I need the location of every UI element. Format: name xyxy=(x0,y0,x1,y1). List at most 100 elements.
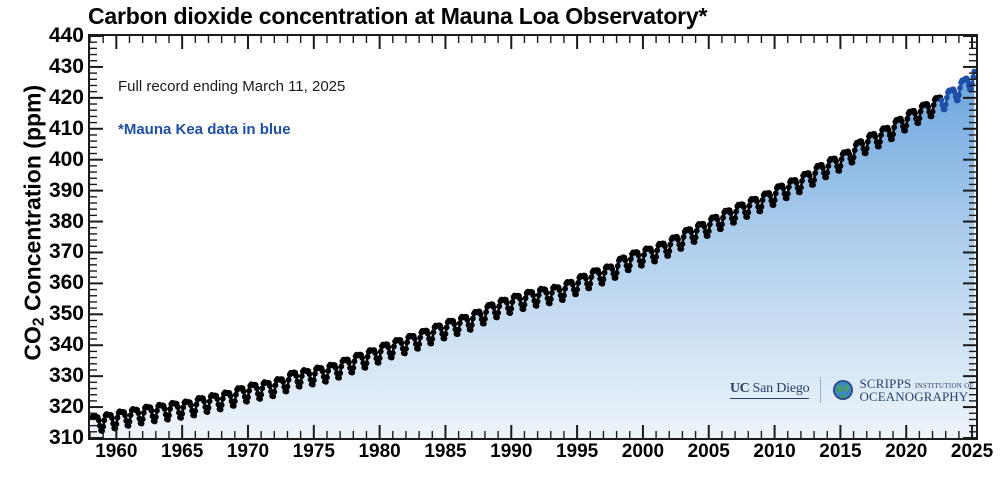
data-point xyxy=(600,276,607,283)
data-point xyxy=(309,381,316,388)
data-point xyxy=(338,363,345,370)
data-point xyxy=(717,226,724,233)
data-point xyxy=(706,221,713,228)
data-point xyxy=(351,358,358,365)
data-point xyxy=(549,289,555,296)
data-point xyxy=(483,309,489,315)
y-tick-label: 330 xyxy=(48,364,84,388)
data-point xyxy=(638,262,645,269)
data-point xyxy=(245,394,251,401)
ucsd-logo: UC San Diego xyxy=(730,381,810,399)
data-point xyxy=(614,262,621,269)
data-point xyxy=(148,407,155,414)
data-point xyxy=(438,325,445,332)
data-point xyxy=(757,208,764,215)
data-point xyxy=(468,322,475,329)
data-point xyxy=(428,340,435,347)
data-point xyxy=(951,88,958,95)
data-point xyxy=(930,101,937,108)
data-point xyxy=(167,406,174,412)
data-point xyxy=(917,108,924,115)
data-point xyxy=(425,330,431,337)
data-point xyxy=(417,334,424,341)
data-point xyxy=(938,97,945,103)
data-point xyxy=(733,208,740,215)
data-point xyxy=(206,398,213,405)
x-tick-label: 1985 xyxy=(424,441,467,462)
data-point xyxy=(546,300,553,307)
data-point xyxy=(535,292,542,298)
data-point xyxy=(641,251,647,258)
data-point xyxy=(929,108,936,115)
data-point xyxy=(530,292,537,299)
data-point xyxy=(798,184,804,191)
data-point xyxy=(956,92,962,99)
data-point xyxy=(495,309,502,316)
data-point xyxy=(732,215,739,222)
data-point xyxy=(569,281,576,288)
data-point xyxy=(849,159,856,166)
data-point xyxy=(596,270,602,277)
data-point xyxy=(451,321,458,327)
data-point xyxy=(364,353,371,360)
data-point xyxy=(464,317,471,323)
data-point xyxy=(640,258,646,265)
data-point xyxy=(635,252,642,259)
data-point xyxy=(520,306,527,313)
data-point xyxy=(259,385,266,392)
data-point xyxy=(758,203,765,210)
data-point xyxy=(332,365,339,371)
data-point xyxy=(968,86,974,93)
plot-area: Full record ending March 11, 2025 *Mauna… xyxy=(88,34,978,440)
data-point xyxy=(811,177,818,183)
data-point xyxy=(678,245,685,252)
data-point xyxy=(796,189,803,196)
data-point xyxy=(824,169,831,176)
data-point xyxy=(284,383,291,390)
data-point xyxy=(114,414,121,421)
data-point xyxy=(902,127,909,134)
data-point xyxy=(323,378,329,385)
y-tick-label: 320 xyxy=(48,395,84,419)
data-point xyxy=(904,115,911,122)
data-point xyxy=(127,412,134,419)
data-point xyxy=(521,301,528,308)
data-point xyxy=(126,418,133,425)
data-point xyxy=(626,262,633,269)
y-tick-label: 310 xyxy=(48,426,84,449)
y-tick-label: 390 xyxy=(48,178,84,202)
data-point xyxy=(180,404,187,411)
data-point xyxy=(253,385,260,392)
data-point xyxy=(583,275,589,282)
data-point xyxy=(179,410,186,417)
data-point xyxy=(346,359,352,366)
data-point xyxy=(293,373,300,379)
data-point xyxy=(704,233,711,239)
data-point xyxy=(349,369,356,376)
data-point xyxy=(543,289,550,296)
data-point xyxy=(509,299,516,305)
data-point xyxy=(508,305,515,312)
series-mauna-kea xyxy=(938,68,976,113)
data-point xyxy=(601,269,608,276)
data-point xyxy=(362,364,369,371)
data-point xyxy=(391,343,397,350)
data-point xyxy=(385,344,392,351)
data-point xyxy=(915,120,922,126)
data-point xyxy=(443,324,450,331)
data-point xyxy=(140,409,147,416)
data-point xyxy=(851,147,858,154)
data-point xyxy=(679,241,686,247)
data-point xyxy=(244,398,250,405)
data-point xyxy=(741,204,747,211)
data-point xyxy=(705,228,712,235)
data-point xyxy=(283,388,290,395)
scripps-line1-small: INSTITUTION OF xyxy=(914,382,974,390)
data-point xyxy=(719,221,725,228)
data-point xyxy=(872,133,879,140)
y-tick-label: 400 xyxy=(48,147,84,171)
data-point xyxy=(280,379,287,385)
data-point xyxy=(574,286,581,293)
data-point xyxy=(350,365,357,371)
